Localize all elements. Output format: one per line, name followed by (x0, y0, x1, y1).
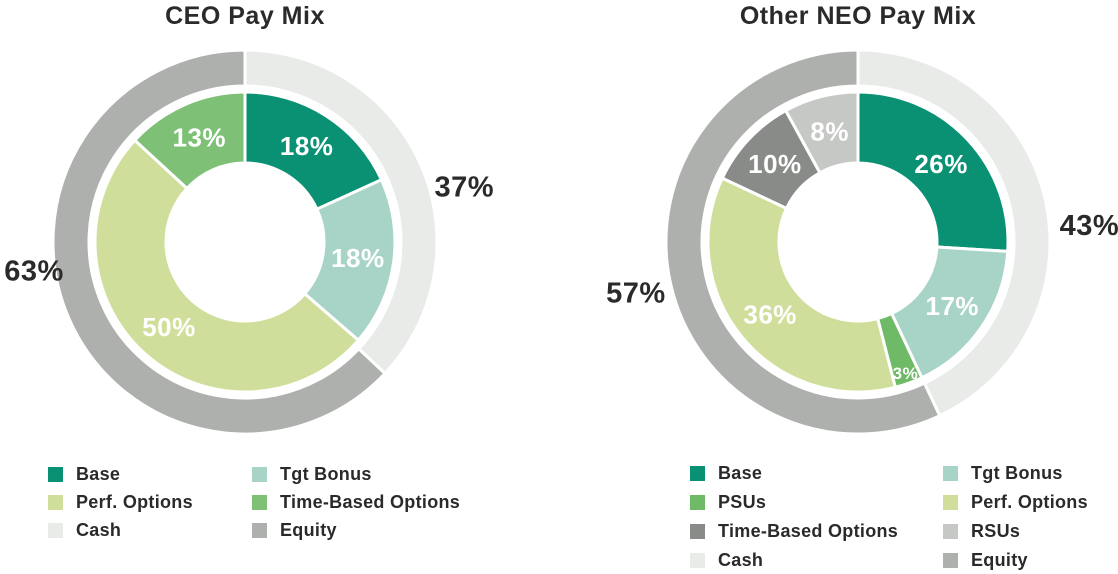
legend-swatch-equity (252, 522, 267, 538)
chart-title: CEO Pay Mix (165, 2, 325, 30)
inner-segment-label-tgt-bonus: 17% (926, 291, 980, 321)
inner-segment-label-rsus: 8% (810, 117, 849, 147)
legend-swatch-equity (943, 553, 958, 568)
neo-donut-chart: 43% 57% 26% 17% 3% 36% 10% 8% (606, 48, 1118, 436)
legend-label: Cash (76, 519, 122, 540)
chart-title: Other NEO Pay Mix (739, 2, 977, 30)
legend-item-tgt-bonus: Tgt Bonus (252, 460, 460, 488)
inner-segment-label-base: 26% (914, 149, 968, 179)
legend-item-psus: PSUs (690, 488, 898, 517)
inner-segment-label-perf-options: 50% (142, 312, 196, 342)
ceo-pay-mix-chart: CEO Pay Mix 37% 63% 18% 18% 50% 13% Base Perf.… (0, 0, 540, 574)
outer-segment-label-equity: 57% (606, 277, 666, 309)
legend-item-time-based-options: Time-Based Options (690, 517, 898, 546)
legend-swatch-base (690, 466, 705, 481)
legend-item-base: Base (48, 460, 193, 488)
legend-label: Cash (718, 550, 764, 570)
inner-segment-label-psus: 3% (893, 364, 919, 383)
legend-label: Tgt Bonus (280, 463, 372, 484)
legend-label: PSUs (718, 492, 767, 512)
outer-segment-label-cash: 37% (435, 171, 495, 203)
legend-swatch-cash (48, 522, 63, 538)
legend-swatch-tgt-bonus (252, 466, 267, 482)
legend-item-equity: Equity (252, 516, 460, 544)
legend-item-tgt-bonus: Tgt Bonus (943, 459, 1088, 488)
legend-swatch-psus (690, 495, 705, 510)
legend-label: RSUs (971, 521, 1021, 541)
legend-label: Perf. Options (76, 491, 193, 512)
legend-label: Base (76, 463, 121, 484)
legend-label: Equity (280, 519, 337, 540)
inner-segment-label-perf-options: 36% (743, 300, 797, 330)
legend-column-1: Base PSUs Time-Based Options Cash (690, 459, 898, 574)
legend-label: Time-Based Options (718, 521, 899, 541)
ceo-donut-chart: 37% 63% 18% 18% 50% 13% (4, 48, 495, 436)
legend-swatch-rsus (943, 524, 958, 539)
legend-column-1: Base Perf. Options Cash (48, 460, 193, 544)
inner-segment-perf-options (93, 138, 360, 394)
legend-item-equity: Equity (943, 546, 1088, 574)
legend-item-cash: Cash (48, 516, 193, 544)
legend-swatch-time-based-options (690, 524, 705, 539)
outer-segment-equity (51, 48, 387, 436)
legend-item-perf-options: Perf. Options (943, 488, 1088, 517)
legend-item-rsus: RSUs (943, 517, 1088, 546)
legend-label: Equity (971, 550, 1028, 570)
inner-segment-perf-options (706, 176, 897, 394)
outer-segment-equity (664, 48, 942, 436)
outer-segment-label-equity: 63% (4, 256, 64, 288)
legend-swatch-time-based-options (252, 494, 267, 510)
legend-swatch-cash (690, 553, 705, 568)
outer-segment-label-cash: 43% (1060, 210, 1118, 242)
inner-segment-label-time-based-options: 10% (748, 149, 802, 179)
legend-label: Perf. Options (971, 492, 1088, 512)
legend-swatch-base (48, 466, 63, 482)
legend-column-2: Tgt Bonus Perf. Options RSUs Equity (943, 459, 1088, 574)
inner-segment-time-based-options (133, 90, 247, 190)
legend-item-perf-options: Perf. Options (48, 488, 193, 516)
legend-swatch-perf-options (48, 494, 63, 510)
legend-label: Time-Based Options (280, 491, 461, 512)
inner-segment-label-base: 18% (280, 131, 334, 161)
legend-swatch-perf-options (943, 495, 958, 510)
legend-item-time-based-options: Time-Based Options (252, 488, 460, 516)
legend-label: Base (718, 463, 763, 483)
inner-segment-label-time-based-options: 13% (173, 123, 227, 153)
legend-item-base: Base (690, 459, 898, 488)
other-neo-pay-mix-chart: Other NEO Pay Mix 43% 57% 26% 17% 3% 36% 10% 8%… (578, 0, 1118, 574)
legend-column-2: Tgt Bonus Time-Based Options Equity (252, 460, 460, 544)
inner-segment-rsus (784, 90, 860, 175)
legend-swatch-tgt-bonus (943, 466, 958, 481)
legend-item-cash: Cash (690, 546, 898, 574)
legend-label: Tgt Bonus (971, 463, 1063, 483)
inner-segment-label-tgt-bonus: 18% (331, 243, 385, 273)
inner-segment-base (856, 90, 1010, 253)
